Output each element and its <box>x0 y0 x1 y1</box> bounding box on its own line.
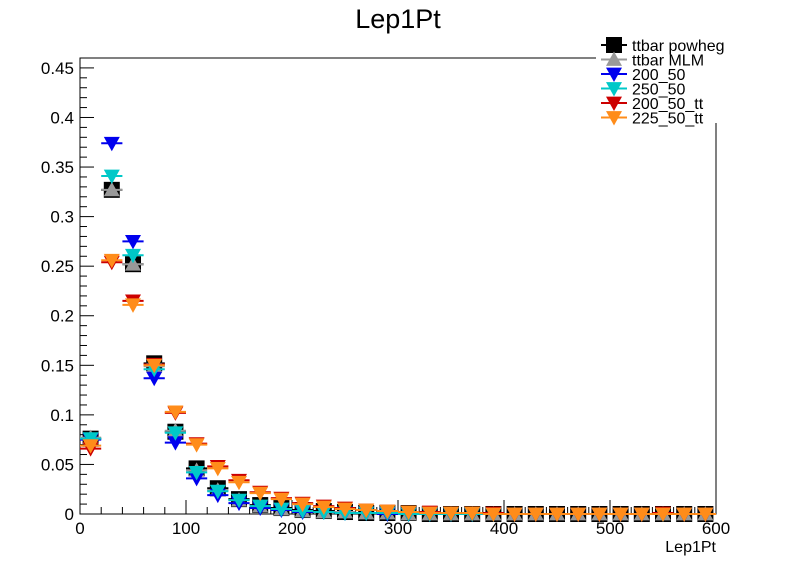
legend-marker <box>606 51 622 66</box>
x-axis-title: Lep1Pt <box>665 539 716 556</box>
legend-label: 200_50_tt <box>632 96 704 113</box>
data-point <box>485 507 502 522</box>
data-point <box>570 507 587 522</box>
data-point <box>103 253 120 269</box>
y-tick-label: 0.45 <box>41 59 74 78</box>
y-axis: 0 0.05 0.1 0.15 0.2 0.25 0.3 0.35 0.4 0.45 <box>41 57 94 524</box>
y-tick-label: 0.35 <box>41 158 74 177</box>
series-225-50-tt <box>80 253 716 522</box>
legend-label: ttbar MLM <box>632 53 704 70</box>
data-point <box>231 493 247 509</box>
series-200-50 <box>80 136 716 522</box>
data-point <box>146 358 163 374</box>
data-point <box>400 505 417 521</box>
data-point <box>443 506 459 522</box>
data-point <box>231 475 247 491</box>
data-point <box>146 371 163 387</box>
data-point <box>188 465 205 481</box>
data-point <box>103 181 120 197</box>
data-point <box>612 507 629 522</box>
y-tick-label: 0.1 <box>50 406 74 425</box>
data-point <box>633 507 650 522</box>
y-tick-label: 0.05 <box>41 455 74 474</box>
data-point <box>315 500 332 516</box>
series-ttbar-mlm <box>80 181 716 521</box>
data-point <box>655 507 671 522</box>
data-point <box>273 502 290 518</box>
data-point <box>167 426 184 441</box>
data-point <box>103 169 120 184</box>
data-point <box>697 507 714 522</box>
data-point <box>591 507 608 522</box>
data-point <box>379 504 396 520</box>
data-point <box>167 405 184 420</box>
legend-label: ttbar powheg <box>632 38 725 55</box>
legend-marker <box>606 82 622 97</box>
data-point <box>252 486 269 502</box>
x-axis: 0 100 200 300 400 500 600 <box>75 500 730 538</box>
y-tick-label: 0.2 <box>50 307 74 326</box>
data-point <box>167 436 184 451</box>
data-point <box>252 499 269 515</box>
data-point <box>337 502 353 518</box>
x-tick-label: 100 <box>172 519 200 538</box>
series-250-50 <box>80 169 716 522</box>
data-point <box>125 256 141 271</box>
x-tick-label: 0 <box>75 519 84 538</box>
y-tick-label: 0.15 <box>41 356 74 375</box>
data-point <box>82 439 99 454</box>
data-point <box>209 462 226 477</box>
series-200-50-tt <box>80 255 716 522</box>
legend-marker <box>606 37 622 53</box>
x-tick-label: 400 <box>490 519 518 538</box>
legend-marker <box>606 96 622 111</box>
series-layer <box>80 136 716 522</box>
data-point <box>464 506 481 522</box>
x-tick-label: 200 <box>278 519 306 538</box>
data-point <box>549 507 565 522</box>
data-point <box>273 492 290 508</box>
series-ttbar-powheg <box>80 181 716 522</box>
data-point <box>506 507 523 522</box>
y-tick-label: 0.3 <box>50 208 74 227</box>
data-point <box>103 136 120 152</box>
legend-label: 200_50 <box>632 67 685 84</box>
data-point <box>125 234 141 250</box>
x-tick-label: 500 <box>596 519 624 538</box>
legend-marker <box>606 67 622 82</box>
chart-title: Lep1Pt <box>355 4 441 34</box>
data-point <box>294 497 311 513</box>
legend-label: 250_50 <box>632 82 685 99</box>
data-point <box>358 503 375 519</box>
data-point <box>125 248 141 264</box>
y-tick-label: 0 <box>65 505 74 524</box>
data-point <box>188 438 205 453</box>
x-tick-label: 300 <box>384 519 412 538</box>
data-point <box>421 506 438 522</box>
legend-marker <box>606 111 622 126</box>
data-point <box>527 507 544 522</box>
data-point <box>676 507 693 522</box>
data-point <box>209 484 226 500</box>
x-tick-label: 600 <box>702 519 730 538</box>
legend-label: 225_50_tt <box>632 111 704 128</box>
y-tick-label: 0.4 <box>50 108 74 127</box>
data-point <box>125 298 141 313</box>
y-tick-label: 0.25 <box>41 257 74 276</box>
